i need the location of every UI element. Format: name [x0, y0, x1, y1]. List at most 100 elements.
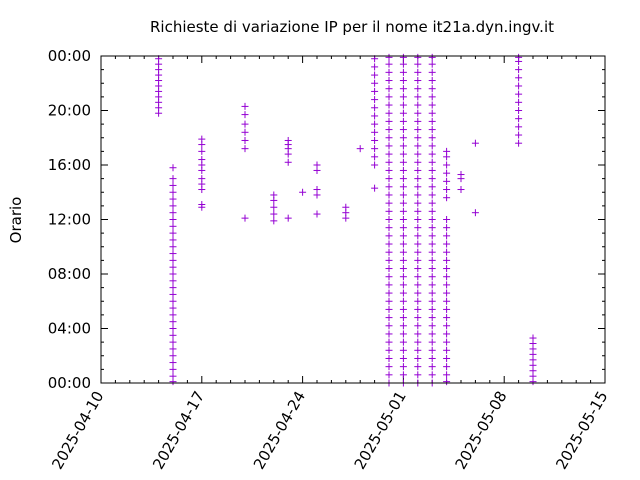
data-point — [428, 338, 436, 346]
data-point — [399, 207, 407, 215]
data-point — [399, 93, 407, 101]
data-point — [515, 139, 523, 147]
data-point — [385, 224, 393, 232]
data-point — [443, 265, 451, 273]
data-point — [414, 273, 422, 281]
data-point — [414, 305, 422, 313]
y-tick-label: 16:00 — [48, 156, 91, 174]
data-point — [284, 214, 292, 222]
data-point — [169, 318, 177, 326]
data-point — [169, 216, 177, 223]
data-point — [169, 175, 177, 183]
data-point — [399, 322, 407, 330]
data-point — [414, 216, 422, 223]
data-point — [385, 93, 393, 101]
data-point — [443, 256, 451, 264]
data-point — [169, 270, 177, 278]
data-point — [428, 109, 436, 117]
data-point — [385, 256, 393, 264]
data-point — [515, 98, 523, 106]
data-point — [241, 136, 249, 144]
data-point — [241, 214, 249, 222]
data-point — [414, 183, 422, 191]
data-point — [385, 150, 393, 158]
data-point — [443, 314, 451, 322]
data-point — [169, 284, 177, 292]
data-point — [414, 224, 422, 232]
data-point — [515, 115, 523, 123]
data-point — [371, 184, 379, 192]
data-point — [385, 109, 393, 117]
data-point — [169, 372, 177, 380]
data-point — [414, 68, 422, 76]
data-point — [414, 134, 422, 142]
data-point — [385, 289, 393, 297]
data-point — [371, 128, 379, 136]
data-point — [241, 145, 249, 153]
data-point — [169, 236, 177, 244]
data-point — [385, 346, 393, 354]
data-point — [414, 158, 422, 166]
data-point — [428, 158, 436, 166]
data-point — [399, 216, 407, 223]
data-point — [414, 363, 422, 371]
data-point — [241, 102, 249, 110]
x-tick-label: 2025-04-17 — [149, 388, 208, 473]
data-point — [385, 175, 393, 183]
data-point — [428, 142, 436, 150]
data-point — [385, 142, 393, 150]
data-point — [385, 60, 393, 68]
data-point — [385, 322, 393, 330]
data-point — [443, 161, 451, 169]
data-point — [371, 87, 379, 95]
data-point — [414, 346, 422, 354]
data-point — [515, 90, 523, 98]
data-point — [399, 166, 407, 174]
data-point — [399, 101, 407, 109]
data-point — [428, 273, 436, 281]
data-point — [284, 158, 292, 166]
data-point — [428, 322, 436, 330]
data-point — [414, 101, 422, 109]
data-point — [371, 145, 379, 153]
data-point — [443, 378, 451, 386]
data-point — [399, 371, 407, 379]
data-point — [284, 136, 292, 144]
data-point — [414, 117, 422, 125]
data-point — [399, 175, 407, 183]
y-tick-label: 00:00 — [48, 47, 91, 65]
data-point — [241, 128, 249, 136]
data-point — [428, 53, 436, 61]
data-point — [299, 188, 307, 196]
data-point — [428, 248, 436, 256]
data-point — [169, 164, 177, 172]
data-point — [515, 123, 523, 131]
data-point — [198, 135, 206, 143]
data-point — [385, 117, 393, 125]
data-point — [428, 330, 436, 338]
data-point — [356, 145, 364, 153]
data-point — [529, 334, 537, 342]
data-point — [515, 107, 523, 114]
data-point — [371, 71, 379, 79]
data-point — [414, 354, 422, 362]
data-point — [443, 232, 451, 240]
y-tick-label: 00:00 — [48, 374, 91, 392]
data-point — [515, 66, 523, 74]
data-point — [399, 117, 407, 125]
data-point — [414, 53, 422, 61]
data-point — [169, 263, 177, 271]
plot-frame — [100, 55, 606, 384]
data-point — [428, 224, 436, 232]
data-point — [169, 338, 177, 346]
data-point — [169, 222, 177, 230]
data-point — [385, 330, 393, 338]
data-point — [428, 117, 436, 125]
data-point — [414, 265, 422, 273]
data-point — [371, 96, 379, 104]
data-point — [443, 177, 451, 185]
data-point — [414, 281, 422, 289]
data-point — [428, 305, 436, 313]
data-point — [414, 175, 422, 183]
